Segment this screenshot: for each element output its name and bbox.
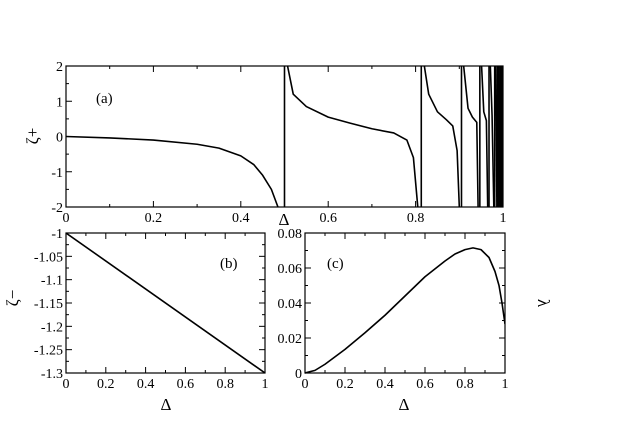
series-line-4 xyxy=(423,65,461,208)
series-group xyxy=(305,247,505,374)
y-tick-label: -1.15 xyxy=(34,297,63,312)
series-group xyxy=(66,65,503,208)
x-tick-label: 0.4 xyxy=(137,377,155,392)
y-tick-label: 0.04 xyxy=(278,297,303,312)
series-line-0 xyxy=(66,135,279,208)
y-tick-label: -1 xyxy=(51,166,63,181)
x-tick-label: 0 xyxy=(63,211,70,226)
x-tick-label: 1 xyxy=(502,377,509,392)
y-axis-label: ζ− xyxy=(3,290,22,307)
series-line-12 xyxy=(495,65,498,208)
y-axis-label: λ xyxy=(534,299,553,308)
series-line-2 xyxy=(286,65,419,208)
x-tick-label: 0.2 xyxy=(97,377,115,392)
panel-label: (c) xyxy=(327,256,344,272)
x-tick-label: 0.6 xyxy=(319,211,337,226)
x-tick-label: 0.8 xyxy=(407,211,425,226)
x-tick-label: 1 xyxy=(500,211,507,226)
y-tick-label: -1.25 xyxy=(34,344,63,359)
y-tick-label: -2 xyxy=(51,201,63,216)
x-tick-label: 0.2 xyxy=(145,211,163,226)
x-tick-label: 0.2 xyxy=(336,377,354,392)
y-axis-label: ζ+ xyxy=(23,128,42,145)
x-axis-label: Δ xyxy=(399,395,410,414)
x-tick-label: 0 xyxy=(302,377,309,392)
y-tick-label: -1 xyxy=(51,227,63,242)
y-tick-label: -1.05 xyxy=(34,250,63,265)
y-tick-label: 0.08 xyxy=(278,227,303,242)
series-line-0 xyxy=(305,247,505,374)
panel-c: 0 0.2 0.4 0.6 0.8 1 0 0.02 0.04 0.06 0.08 (c) Δλ xyxy=(278,227,554,414)
y-tick-label: -1.3 xyxy=(41,367,63,382)
y-tick-label: 0.06 xyxy=(278,262,303,277)
x-tick-label: 1 xyxy=(262,377,269,392)
y-tick-label: 2 xyxy=(56,60,63,75)
plot-frame xyxy=(304,232,506,374)
series-line-8 xyxy=(480,65,489,208)
y-tick-label: 0.02 xyxy=(278,332,303,347)
x-tick-label: 0.4 xyxy=(232,211,250,226)
x-tick-label: 0 xyxy=(63,377,70,392)
x-tick-label: 0.8 xyxy=(216,377,234,392)
panel-a: 0 0.2 0.4 0.6 0.8 1 -2 -1 0 1 2 (a) Δζ+ xyxy=(23,60,507,229)
series-group xyxy=(66,232,265,374)
y-tick-label: 0 xyxy=(56,131,63,146)
series-line-6 xyxy=(462,65,479,208)
x-axis-label: Δ xyxy=(279,210,290,229)
x-tick-label: 0.6 xyxy=(177,377,195,392)
x-tick-label: 0.6 xyxy=(416,377,434,392)
y-tick-label: -1.2 xyxy=(41,320,63,335)
x-tick-label: 0.8 xyxy=(456,377,474,392)
y-tick-label: 1 xyxy=(56,95,63,110)
panel-b: 0 0.2 0.4 0.6 0.8 1 -1.3 -1.25 -1.2 -1.15 -1.1 -1.0… xyxy=(3,227,269,414)
series-line-10 xyxy=(489,65,495,208)
x-tick-label: 0.4 xyxy=(376,377,394,392)
x-axis-label: Δ xyxy=(161,395,172,414)
panel-label: (a) xyxy=(96,91,113,107)
y-tick-label: -1.1 xyxy=(41,274,63,289)
y-tick-label: 0 xyxy=(295,367,302,382)
series-line-0 xyxy=(66,232,265,374)
panel-label: (b) xyxy=(220,256,238,272)
